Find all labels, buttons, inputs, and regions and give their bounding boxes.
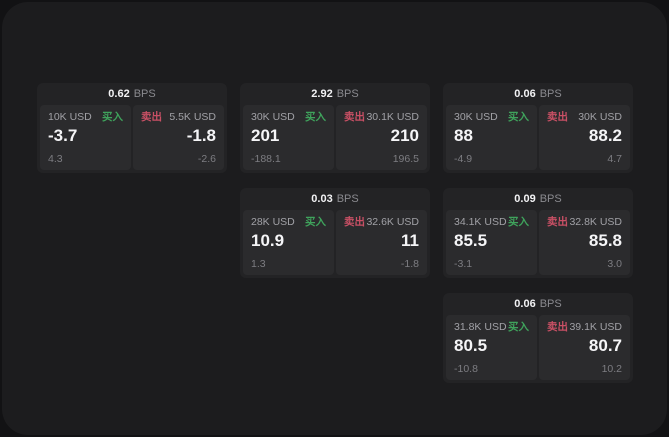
spread-card[interactable]: 0.62 BPS 10K USD 买入 -3.7 4.3 卖出 5.5K USD… — [37, 83, 227, 173]
buy-size: 34.1K USD — [454, 216, 507, 228]
sell-size: 39.1K USD — [569, 321, 622, 333]
card-body: 31.8K USD 买入 80.5 -10.8 卖出 39.1K USD 80.… — [443, 315, 633, 383]
sell-delta: 196.5 — [392, 152, 419, 165]
sell-size: 5.5K USD — [169, 111, 216, 123]
buy-price: 10.9 — [251, 230, 285, 250]
sell-side-label: 卖出 — [141, 111, 162, 123]
buy-side-label: 买入 — [508, 321, 529, 333]
card-header: 2.92 BPS — [240, 83, 430, 105]
buy-price: 85.5 — [454, 230, 488, 250]
card-body: 34.1K USD 买入 85.5 -3.1 卖出 32.8K USD 85.8… — [443, 210, 633, 278]
spread-unit: BPS — [336, 192, 359, 205]
buy-side-label: 买入 — [508, 216, 529, 228]
sell-size: 30.1K USD — [366, 111, 419, 123]
sell-side-label: 卖出 — [547, 216, 568, 228]
sell-delta: 10.2 — [601, 362, 622, 375]
card-header: 0.03 BPS — [240, 188, 430, 210]
buy-delta: 1.3 — [251, 257, 266, 270]
buy-price: -3.7 — [48, 125, 78, 145]
spread-unit: BPS — [539, 192, 562, 205]
sell-panel[interactable]: 卖出 32.8K USD 85.8 3.0 — [539, 210, 630, 275]
buy-side-label: 买入 — [102, 111, 123, 123]
buy-price: 80.5 — [454, 335, 488, 355]
card-body: 10K USD 买入 -3.7 4.3 卖出 5.5K USD -1.8 -2.… — [37, 105, 227, 173]
spread-unit: BPS — [539, 87, 562, 100]
card-body: 28K USD 买入 10.9 1.3 卖出 32.6K USD 11 -1.8 — [240, 210, 430, 278]
spread-unit: BPS — [336, 87, 359, 100]
spread-card[interactable]: 0.03 BPS 28K USD 买入 10.9 1.3 卖出 32.6K US… — [240, 188, 430, 278]
card-header: 0.06 BPS — [443, 83, 633, 105]
sell-delta: -2.6 — [197, 152, 216, 165]
spread-card[interactable]: 0.06 BPS 31.8K USD 买入 80.5 -10.8 卖出 39.1… — [443, 293, 633, 383]
sell-side-label: 卖出 — [547, 111, 568, 123]
buy-size: 30K USD — [454, 111, 498, 123]
buy-size: 10K USD — [48, 111, 92, 123]
spread-value: 0.03 — [311, 192, 333, 205]
sell-size: 32.6K USD — [366, 216, 419, 228]
sell-size: 30K USD — [578, 111, 622, 123]
spread-value: 0.09 — [514, 192, 536, 205]
spread-value: 0.06 — [514, 297, 536, 310]
sell-side-label: 卖出 — [547, 321, 568, 333]
card-header: 0.06 BPS — [443, 293, 633, 315]
buy-panel[interactable]: 31.8K USD 买入 80.5 -10.8 — [446, 315, 537, 380]
card-body: 30K USD 买入 88 -4.9 卖出 30K USD 88.2 4.7 — [443, 105, 633, 173]
sell-panel[interactable]: 卖出 32.6K USD 11 -1.8 — [336, 210, 427, 275]
buy-size: 31.8K USD — [454, 321, 507, 333]
sell-delta: 4.7 — [607, 152, 622, 165]
sell-price: 88.2 — [588, 125, 622, 145]
card-header: 0.62 BPS — [37, 83, 227, 105]
spread-value: 2.92 — [311, 87, 333, 100]
spread-value: 0.06 — [514, 87, 536, 100]
buy-panel[interactable]: 30K USD 买入 88 -4.9 — [446, 105, 537, 170]
buy-size: 28K USD — [251, 216, 295, 228]
sell-side-label: 卖出 — [344, 111, 365, 123]
sell-panel[interactable]: 卖出 30K USD 88.2 4.7 — [539, 105, 630, 170]
buy-delta: -4.9 — [454, 152, 473, 165]
spread-card[interactable]: 0.06 BPS 30K USD 买入 88 -4.9 卖出 30K USD 8… — [443, 83, 633, 173]
buy-side-label: 买入 — [508, 111, 529, 123]
sell-panel[interactable]: 卖出 30.1K USD 210 196.5 — [336, 105, 427, 170]
sell-price: 80.7 — [588, 335, 622, 355]
buy-delta: 4.3 — [48, 152, 63, 165]
buy-size: 30K USD — [251, 111, 295, 123]
sell-price: 210 — [390, 125, 419, 145]
buy-delta: -188.1 — [251, 152, 281, 165]
buy-delta: -3.1 — [454, 257, 473, 270]
buy-delta: -10.8 — [454, 362, 478, 375]
buy-price: 88 — [454, 125, 473, 145]
sell-price: 85.8 — [588, 230, 622, 250]
card-header: 0.09 BPS — [443, 188, 633, 210]
buy-side-label: 买入 — [305, 111, 326, 123]
spread-unit: BPS — [539, 297, 562, 310]
spread-card[interactable]: 2.92 BPS 30K USD 买入 201 -188.1 卖出 30.1K … — [240, 83, 430, 173]
buy-panel[interactable]: 30K USD 买入 201 -188.1 — [243, 105, 334, 170]
buy-price: 201 — [251, 125, 280, 145]
sell-delta: 3.0 — [607, 257, 622, 270]
buy-panel[interactable]: 34.1K USD 买入 85.5 -3.1 — [446, 210, 537, 275]
card-body: 30K USD 买入 201 -188.1 卖出 30.1K USD 210 1… — [240, 105, 430, 173]
spread-value: 0.62 — [108, 87, 130, 100]
buy-side-label: 买入 — [305, 216, 326, 228]
sell-price: 11 — [401, 230, 419, 250]
sell-delta: -1.8 — [400, 257, 419, 270]
buy-panel[interactable]: 28K USD 买入 10.9 1.3 — [243, 210, 334, 275]
sell-panel[interactable]: 卖出 5.5K USD -1.8 -2.6 — [133, 105, 224, 170]
sell-size: 32.8K USD — [569, 216, 622, 228]
sell-price: -1.8 — [186, 125, 216, 145]
sell-side-label: 卖出 — [344, 216, 365, 228]
spread-card[interactable]: 0.09 BPS 34.1K USD 买入 85.5 -3.1 卖出 32.8K… — [443, 188, 633, 278]
buy-panel[interactable]: 10K USD 买入 -3.7 4.3 — [40, 105, 131, 170]
spread-unit: BPS — [133, 87, 156, 100]
sell-panel[interactable]: 卖出 39.1K USD 80.7 10.2 — [539, 315, 630, 380]
